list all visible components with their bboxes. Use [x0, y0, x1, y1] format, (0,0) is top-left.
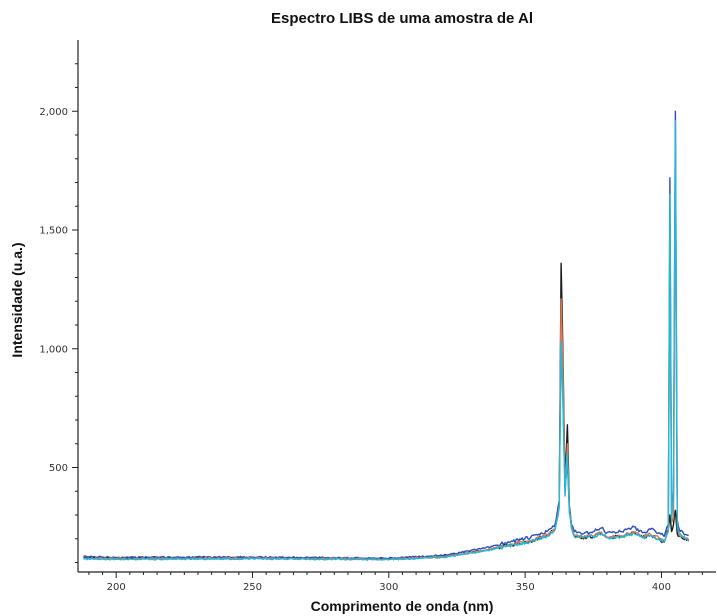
y-axis-label: Intensidade (u.a.) [9, 242, 25, 357]
x-tick-label: 350 [516, 582, 535, 593]
y-axis-ticks: 500 1,000 1,500 2,000 [39, 63, 78, 563]
x-tick-label: 200 [107, 582, 126, 593]
x-axis-label: Comprimento de onda (nm) [311, 598, 494, 614]
x-tick-label: 300 [379, 582, 398, 593]
y-tick-label: 500 [49, 463, 68, 474]
x-tick-label: 250 [243, 582, 262, 593]
series-group [83, 110, 690, 561]
y-tick-label: 1,000 [39, 344, 68, 355]
y-tick-label: 1,500 [39, 226, 68, 237]
y-tick-label: 2,000 [39, 107, 68, 118]
chart-title: Espectro LIBS de uma amostra de Al [271, 10, 533, 27]
x-tick-label: 400 [652, 582, 671, 593]
series-line-4 [83, 120, 689, 561]
x-axis-ticks: 200 250 300 350 400 [88, 572, 703, 593]
